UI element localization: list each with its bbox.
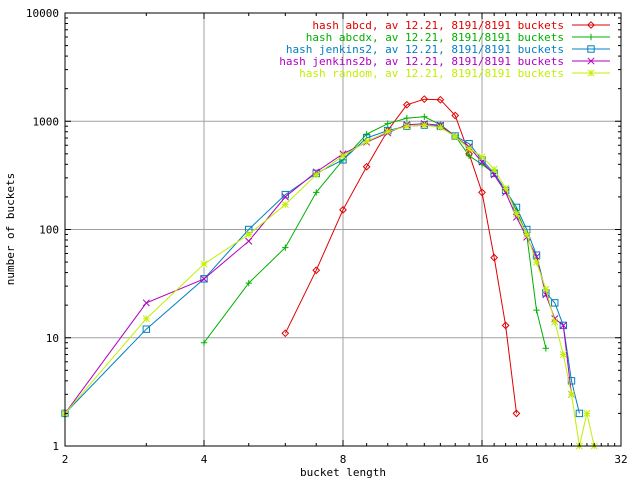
data-point <box>245 230 253 239</box>
data-point <box>451 133 459 141</box>
data-point <box>532 253 541 261</box>
data-point <box>420 95 429 104</box>
legend-label: hash abcd, av 12.21, 8191/8191 buckets <box>312 19 564 32</box>
data-point <box>312 266 321 275</box>
x-tick-label: 16 <box>475 453 488 466</box>
data-point <box>559 350 567 359</box>
data-point <box>420 121 428 129</box>
data-point <box>200 339 208 346</box>
data-point <box>478 153 486 161</box>
data-point <box>583 409 591 417</box>
data-point <box>421 113 428 120</box>
legend-entry: hash abcd, av 12.21, 8191/8191 buckets <box>312 19 610 32</box>
x-tick-label: 4 <box>201 453 208 466</box>
data-point <box>587 21 595 29</box>
data-point <box>281 193 289 201</box>
data-point <box>142 299 150 307</box>
data-point <box>551 315 559 323</box>
data-point <box>559 321 567 329</box>
data-point <box>436 95 445 104</box>
axis-ticks: 2 4 8 16 32 1 10 100 1000 10000 <box>26 7 628 466</box>
data-point <box>490 253 499 262</box>
data-point <box>551 299 559 307</box>
data-point <box>478 158 486 166</box>
legend-label: hash abcdx, av 12.21, 8191/8191 buckets <box>306 31 564 44</box>
data-point <box>532 258 541 266</box>
x-tick-label: 2 <box>62 453 69 466</box>
data-point <box>313 189 320 196</box>
data-point <box>402 100 411 109</box>
legend-entry: hash jenkins2, av 12.21, 8191/8191 bucke… <box>286 43 610 56</box>
data-point <box>200 275 208 283</box>
data-point <box>551 318 559 326</box>
data-point <box>339 152 347 160</box>
x-tick-label: 8 <box>340 453 347 466</box>
data-point <box>403 114 411 122</box>
x-axis-label: bucket length <box>300 466 386 479</box>
legend: hash abcd, av 12.21, 8191/8191 bucketsha… <box>279 19 610 80</box>
x-tick-label: 32 <box>614 453 627 466</box>
data-point <box>512 213 521 221</box>
data-point <box>523 230 531 239</box>
data-point <box>281 201 289 209</box>
data-point <box>587 45 595 53</box>
series-1 <box>281 95 521 418</box>
series-line <box>284 98 517 414</box>
data-point <box>363 137 371 146</box>
data-point <box>245 237 253 245</box>
legend-entry: hash random, av 12.21, 8191/8191 buckets <box>299 67 610 80</box>
data-point <box>465 144 473 153</box>
data-point <box>312 171 320 179</box>
data-point <box>200 260 208 268</box>
data-point <box>436 123 444 131</box>
y-tick-label: 10000 <box>26 7 59 20</box>
data-point <box>362 162 371 171</box>
legend-label: hash jenkins2b, av 12.21, 8191/8191 buck… <box>279 55 564 68</box>
series-2 <box>200 113 550 352</box>
legend-entry: hash jenkins2b, av 12.21, 8191/8191 buck… <box>279 55 610 68</box>
series-5 <box>61 121 598 450</box>
data-point <box>542 345 550 352</box>
legend-label: hash jenkins2, av 12.21, 8191/8191 bucke… <box>286 43 564 56</box>
y-tick-label: 1000 <box>33 115 60 128</box>
data-point <box>451 111 460 120</box>
data-point <box>281 329 290 338</box>
data-point <box>567 390 576 398</box>
grid-lines <box>65 13 621 446</box>
data-point <box>363 130 370 138</box>
data-point <box>542 285 550 293</box>
data-point <box>282 244 289 251</box>
data-point <box>490 165 498 173</box>
data-point <box>142 315 150 323</box>
data-point <box>587 57 595 65</box>
legend-label: hash random, av 12.21, 8191/8191 buckets <box>299 67 564 80</box>
data-point <box>587 69 595 77</box>
data-point <box>502 184 510 192</box>
data-point <box>200 275 208 283</box>
data-point <box>501 321 510 330</box>
data-point <box>384 120 391 127</box>
y-tick-label: 1 <box>52 440 59 453</box>
data-point <box>465 152 473 159</box>
data-point <box>478 188 486 197</box>
y-axis-label: number of buckets <box>4 173 17 286</box>
data-point <box>403 122 411 130</box>
series-3 <box>61 121 584 418</box>
data-point <box>533 306 540 314</box>
data-point <box>575 409 584 418</box>
data-point <box>512 210 521 218</box>
data-point <box>142 325 151 333</box>
y-tick-label: 10 <box>46 332 59 345</box>
series-layer <box>61 95 598 450</box>
data-point <box>512 409 521 418</box>
data-point <box>384 128 392 136</box>
data-point <box>339 205 347 214</box>
data-point <box>587 33 595 41</box>
data-point <box>245 279 252 287</box>
y-tick-label: 100 <box>39 224 59 237</box>
legend-entry: hash abcdx, av 12.21, 8191/8191 buckets <box>306 31 610 44</box>
